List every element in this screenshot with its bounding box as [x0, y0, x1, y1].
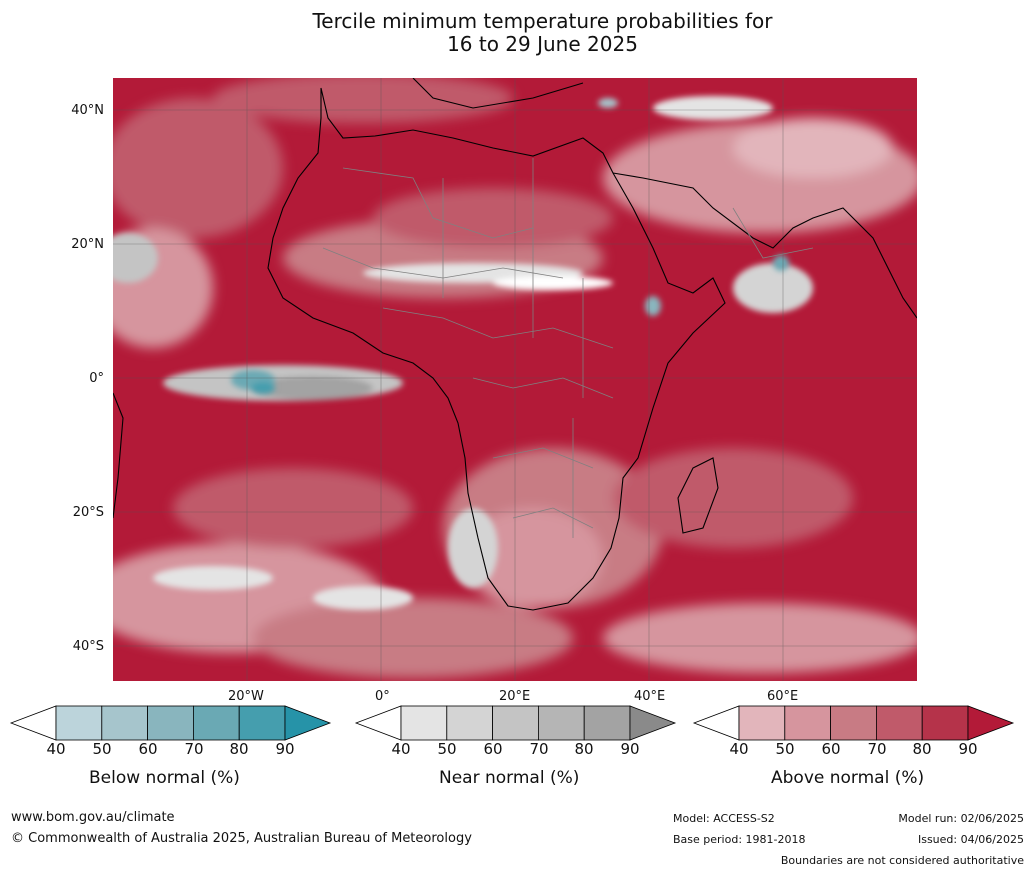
model-run-date: Model run: 02/06/2025: [898, 812, 1024, 825]
colorbar-segment: [192, 705, 240, 741]
tick-label: 40: [729, 740, 749, 758]
lon-label-60e: 60°E: [767, 689, 799, 704]
coastlines: [113, 78, 917, 611]
copyright-text: © Commonwealth of Australia 2025, Austra…: [11, 831, 472, 846]
tick-label: 70: [867, 740, 887, 758]
below-normal-patches: [231, 98, 789, 394]
tick-label: 50: [775, 740, 795, 758]
tick-label: 40: [46, 740, 66, 758]
base-period: Base period: 1981-2018: [673, 833, 806, 846]
tick-label: 50: [92, 740, 112, 758]
colorbar-right-arrow: [967, 705, 1015, 741]
colorbar-segment: [830, 705, 877, 741]
legend-caption-near: Near normal (%): [439, 768, 580, 788]
lon-label-0: 0°: [375, 689, 390, 704]
colorbar-segment: [101, 705, 149, 741]
tick-label: 80: [912, 740, 932, 758]
lat-label-40n: 40°N: [71, 103, 104, 118]
map-canvas: [113, 78, 917, 681]
tick-label: 60: [821, 740, 841, 758]
colorbar-segment: [147, 705, 194, 741]
lat-label-0: 0°: [89, 371, 104, 386]
tick-label: 90: [958, 740, 978, 758]
tick-label: 90: [620, 740, 640, 758]
colorbar-right-arrow: [284, 705, 332, 741]
tick-label: 70: [529, 740, 549, 758]
model-name: Model: ACCESS-S2: [673, 812, 775, 825]
colorbar-left-arrow: [354, 705, 402, 741]
tick-label: 80: [229, 740, 249, 758]
colorbar-left-arrow: [9, 705, 57, 741]
colorbar-segment: [537, 705, 585, 741]
colorbar-segment: [400, 705, 448, 741]
colorbar-segment: [738, 705, 786, 741]
lon-label-20e: 20°E: [499, 689, 531, 704]
colorbar-segment: [784, 705, 832, 741]
colorbar-below-normal: [9, 705, 332, 741]
title-line-1: Tercile minimum temperature probabilitie…: [312, 9, 773, 33]
lon-label-20w: 20°W: [228, 689, 264, 704]
legend-caption-below: Below normal (%): [89, 768, 240, 788]
probability-map: [113, 78, 917, 681]
tick-label: 60: [138, 740, 158, 758]
colorbar-left-arrow: [692, 705, 740, 741]
title-line-2: 16 to 29 June 2025: [447, 32, 638, 56]
tick-label: 40: [391, 740, 411, 758]
lon-label-40e: 40°E: [634, 689, 666, 704]
lat-label-20n: 20°N: [71, 237, 104, 252]
tick-label: 90: [275, 740, 295, 758]
colorbar-segment: [875, 705, 923, 741]
colorbar-segment: [492, 705, 539, 741]
legend-near-normal: 40 50 60 70 80 90 Near normal (%): [354, 705, 677, 788]
country-borders: [322, 158, 814, 538]
colorbar-segment: [55, 705, 103, 741]
colorbar-segment: [238, 705, 286, 741]
tick-label: 60: [483, 740, 503, 758]
map-title: Tercile minimum temperature probabilitie…: [0, 10, 1035, 56]
tick-label: 80: [574, 740, 594, 758]
graticule: [113, 78, 917, 681]
colorbar-segment: [921, 705, 969, 741]
colorbar-near-normal: [354, 705, 677, 741]
colorbar-ticks-near: 40 50 60 70 80 90: [356, 740, 676, 760]
tick-label: 50: [437, 740, 457, 758]
colorbar-right-arrow: [629, 705, 677, 741]
issued-date: Issued: 04/06/2025: [917, 833, 1024, 846]
colorbar-ticks-below: 40 50 60 70 80 90: [11, 740, 331, 760]
colorbar-segment: [583, 705, 631, 741]
lat-label-20s: 20°S: [72, 505, 104, 520]
legend-above-normal: 40 50 60 70 80 90 Above normal (%): [692, 705, 1015, 788]
website-link[interactable]: www.bom.gov.au/climate: [11, 810, 175, 825]
boundaries-disclaimer: Boundaries are not considered authoritat…: [780, 854, 1024, 867]
legend-below-normal: 40 50 60 70 80 90 Below normal (%): [9, 705, 332, 788]
legend-caption-above: Above normal (%): [771, 768, 925, 788]
colorbar-segment: [446, 705, 494, 741]
colorbar-ticks-above: 40 50 60 70 80 90: [694, 740, 1014, 760]
colorbar-above-normal: [692, 705, 1015, 741]
lat-label-40s: 40°S: [72, 639, 104, 654]
tick-label: 70: [184, 740, 204, 758]
